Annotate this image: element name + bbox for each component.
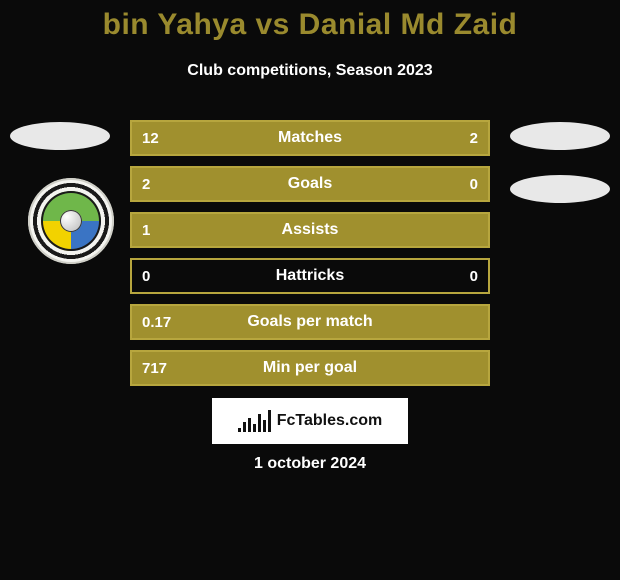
stat-row: 122Matches: [130, 120, 490, 156]
stat-label: Goals: [132, 168, 488, 200]
logo-bar: [238, 428, 241, 432]
stat-row: 1Assists: [130, 212, 490, 248]
stat-label: Min per goal: [132, 352, 488, 384]
stat-label: Assists: [132, 214, 488, 246]
logo-bar: [258, 414, 261, 432]
comparison-title: bin Yahya vs Danial Md Zaid: [0, 8, 620, 42]
logo-bar: [253, 424, 256, 432]
player-right-avatar-placeholder-2: [510, 175, 610, 203]
stat-label: Goals per match: [132, 306, 488, 338]
stat-row: 20Goals: [130, 166, 490, 202]
club-badge-ball-icon: [60, 210, 82, 232]
player-left-avatar-placeholder: [10, 122, 110, 150]
snapshot-date: 1 october 2024: [0, 455, 620, 473]
logo-text: FcTables.com: [277, 412, 383, 430]
stat-label: Matches: [132, 122, 488, 154]
fctables-logo: FcTables.com: [212, 398, 408, 444]
logo-bar: [263, 420, 266, 432]
club-badge-inner: [41, 191, 101, 251]
club-badge: [28, 178, 114, 264]
logo-bar: [248, 418, 251, 432]
player-right-avatar-placeholder-1: [510, 122, 610, 150]
stat-row: 0.17Goals per match: [130, 304, 490, 340]
logo-bars-icon: [238, 410, 271, 432]
stat-row: 717Min per goal: [130, 350, 490, 386]
logo-bar: [243, 422, 246, 432]
stat-row: 00Hattricks: [130, 258, 490, 294]
stat-rows-container: 122Matches 20Goals 1Assists 00Hattricks 0.17…: [130, 120, 490, 396]
logo-bar: [268, 410, 271, 432]
stat-label: Hattricks: [132, 260, 488, 292]
comparison-subtitle: Club competitions, Season 2023: [0, 62, 620, 80]
